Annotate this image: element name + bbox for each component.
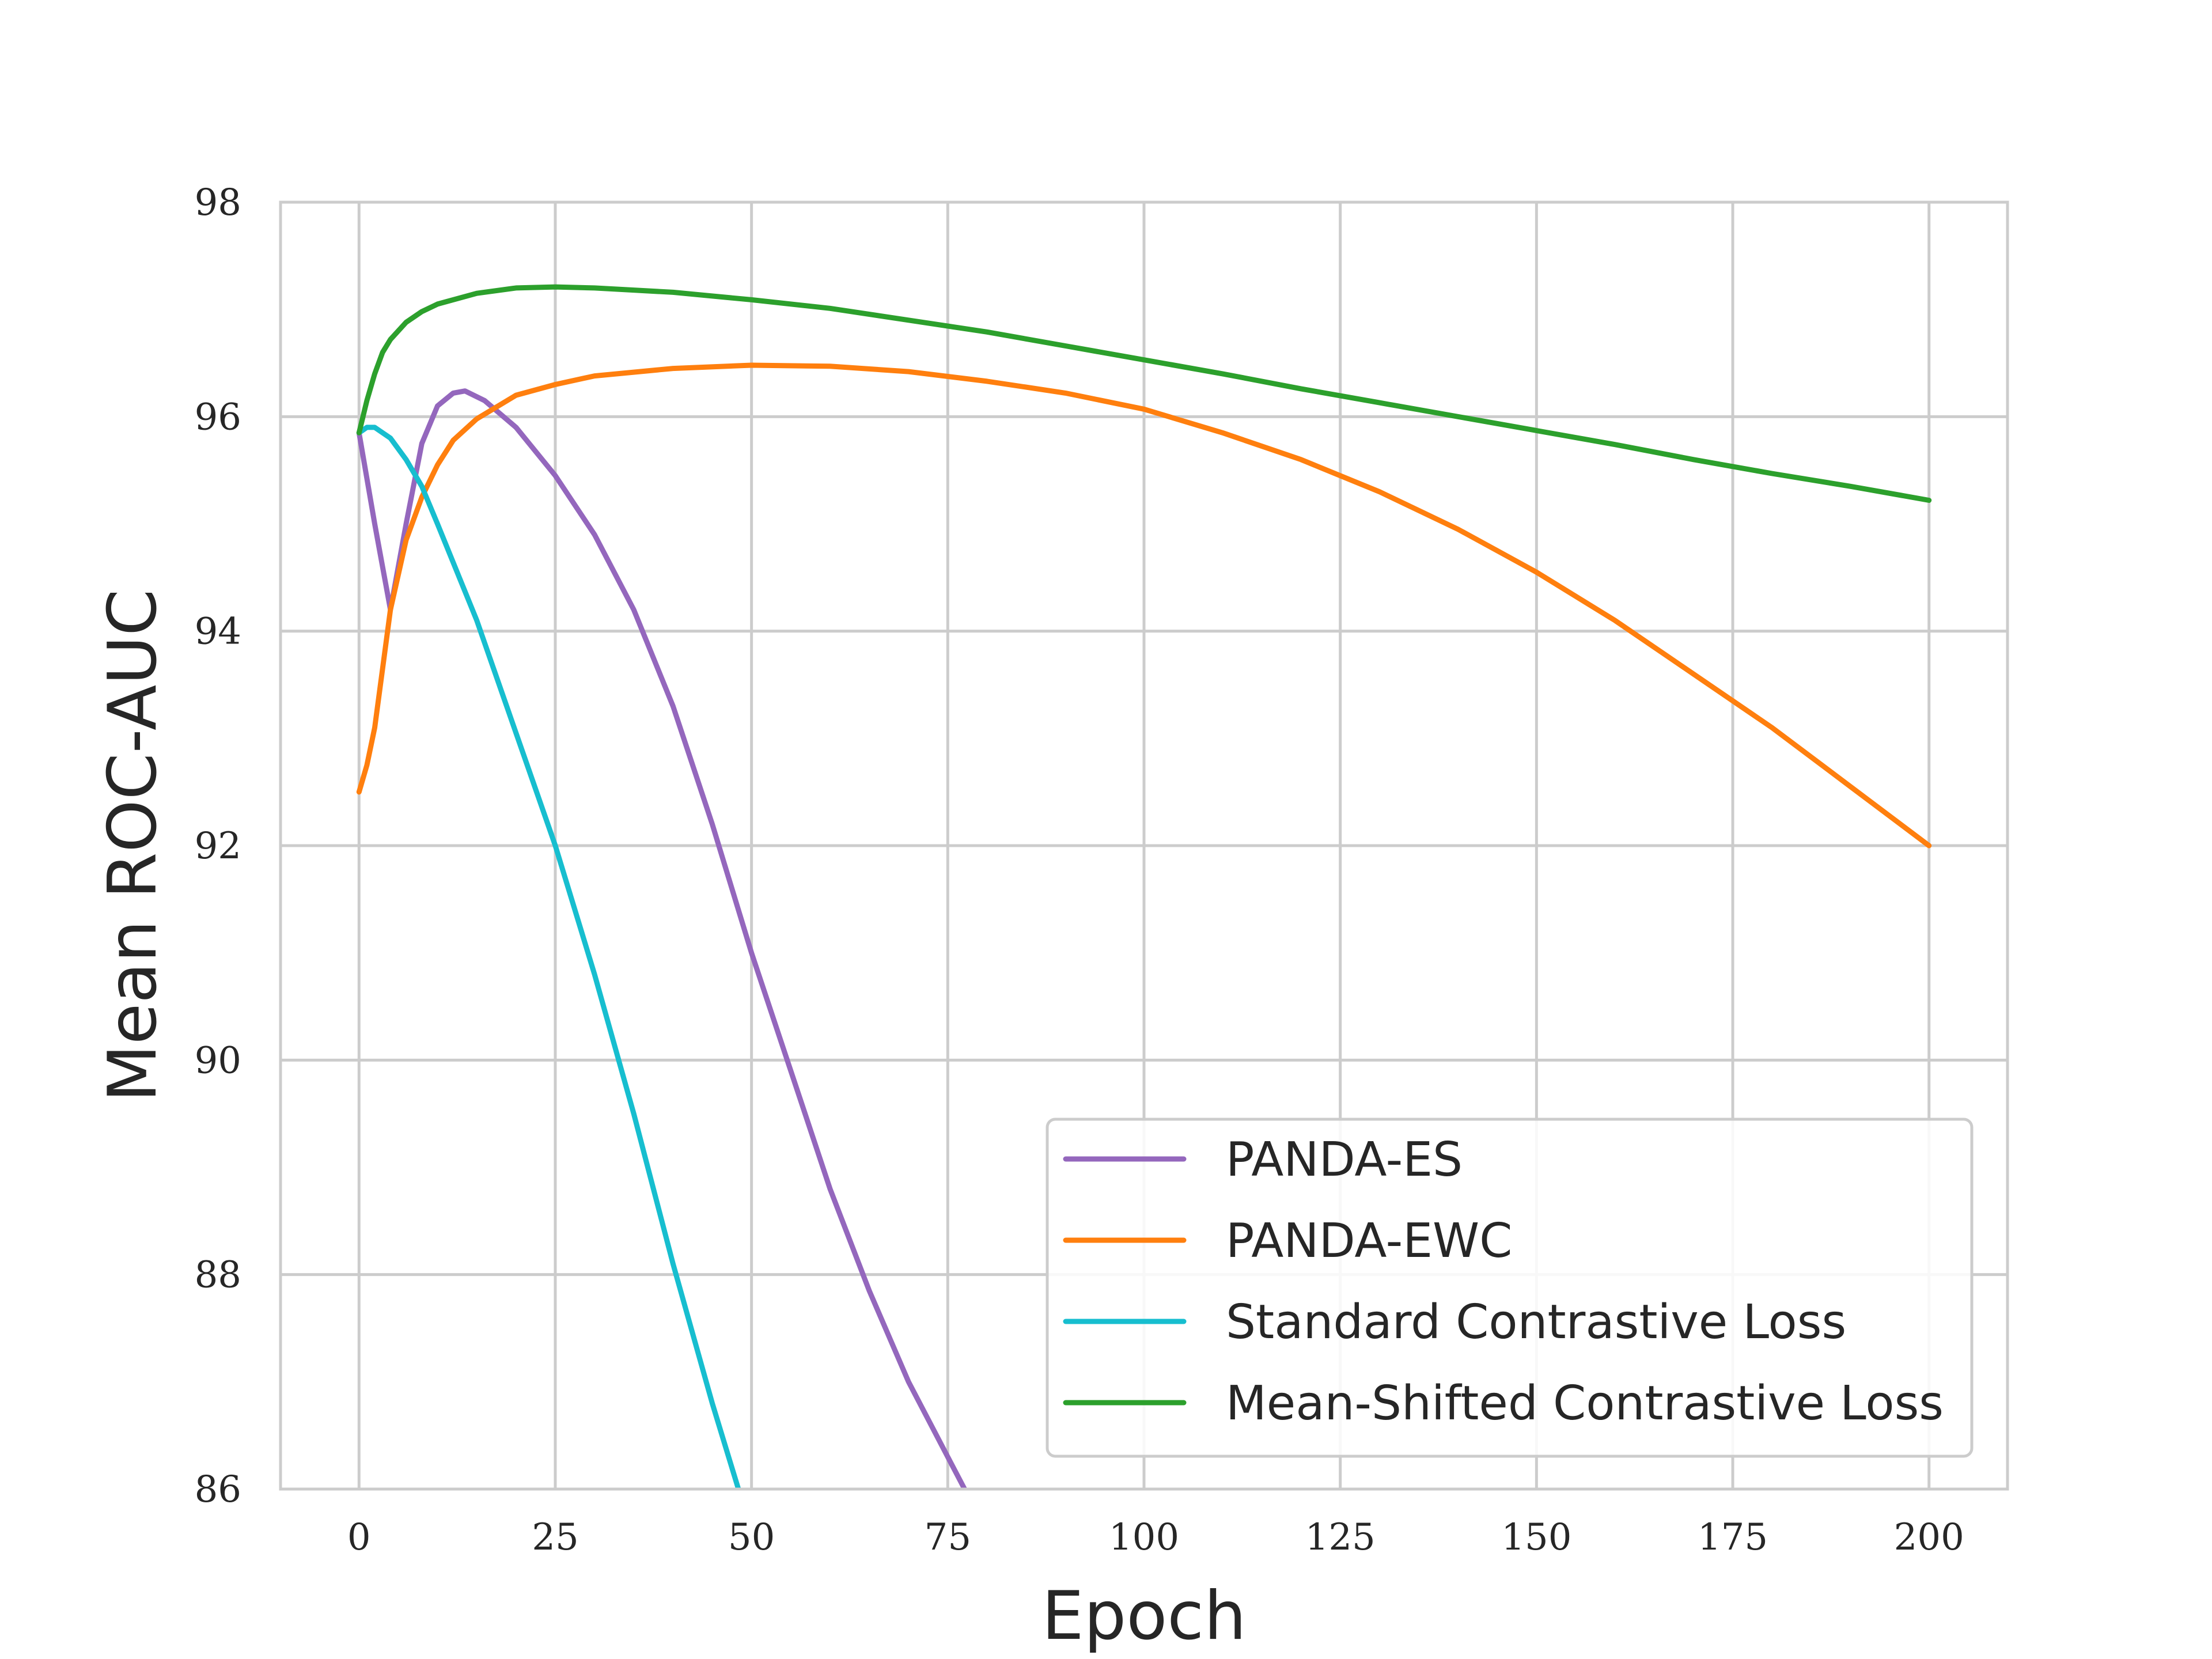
legend-label-panda-ewc: PANDA-EWC [1226,1214,1512,1268]
legend-label-panda-es: PANDA-ES [1226,1132,1463,1187]
series-line-standard-contrastive-loss [356,425,741,1489]
x-tick-label: 100 [1109,1516,1179,1559]
x-axis-title: Epoch [1041,1577,1246,1655]
legend-box [1046,1118,1974,1458]
y-tick-label: 94 [195,611,241,653]
x-tick-label: 25 [532,1516,578,1559]
x-tick-label: 75 [925,1516,971,1559]
y-tick-label: 98 [195,181,241,224]
x-tick-label: 175 [1698,1516,1768,1559]
y-tick-label: 90 [195,1039,241,1082]
y-tick-labels: 86 88 90 92 94 96 98 [195,181,241,1511]
series-line-panda-es [356,388,968,1489]
x-tick-label: 150 [1501,1516,1571,1559]
x-tick-label: 125 [1305,1516,1376,1559]
legend-label-mean-shifted-contrastive-loss: Mean-Shifted Contrastive Loss [1226,1376,1944,1431]
y-tick-label: 86 [195,1468,241,1511]
plot-frame [279,200,2009,1491]
x-tick-labels: 0 25 50 75 100 125 150 175 200 [347,1516,1964,1559]
x-tick-label: 50 [728,1516,775,1559]
y-tick-label: 92 [195,825,241,868]
legend: PANDA-ES PANDA-EWC Standard Contrastive Lo… [1046,1118,1974,1458]
x-tick-label: 0 [347,1516,371,1559]
series-line-mean-shifted-contrastive-loss [356,284,1932,503]
y-tick-label: 96 [195,396,241,438]
y-axis-title: Mean ROC-AUC [94,589,172,1102]
series-lines [356,284,1932,1489]
x-tick-label: 200 [1894,1516,1964,1559]
legend-label-standard-contrastive-loss: Standard Contrastive Loss [1226,1295,1846,1350]
y-tick-label: 88 [195,1254,241,1297]
series-line-panda-ewc [356,362,1932,849]
